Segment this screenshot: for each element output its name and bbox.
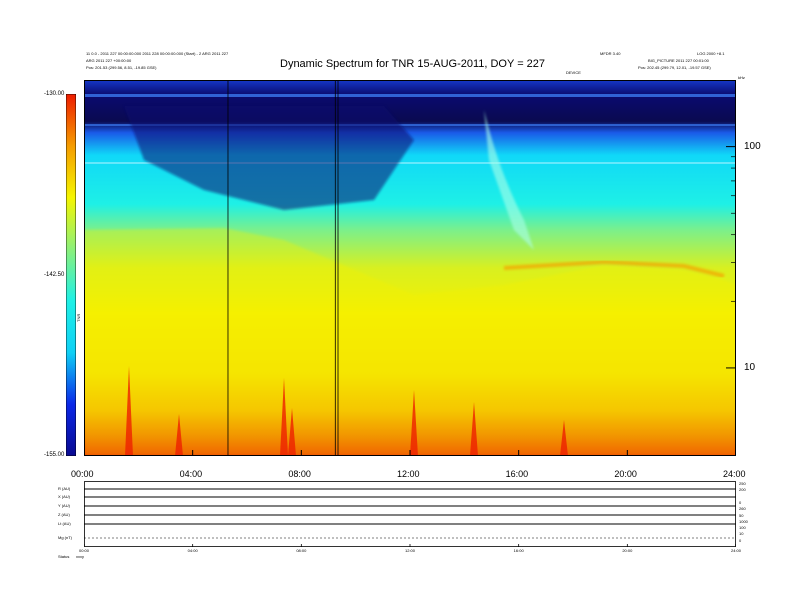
spectrum-spike: [125, 366, 133, 456]
spectrum-band-light: [84, 124, 736, 126]
ephemeris-tick-label: 08:00: [296, 548, 307, 553]
ephemeris-right-label: 200: [739, 487, 746, 493]
ephemeris-tick-label: 20:00: [622, 548, 633, 553]
ephemeris-panel: [84, 481, 736, 547]
spectrum-spike: [175, 414, 183, 456]
chart-title: Dynamic Spectrum for TNR 15-AUG-2011, DO…: [280, 58, 546, 70]
ephemeris-right-label: 1000: [739, 518, 748, 524]
ephemeris-right-label: 100: [739, 525, 746, 531]
spectrum-plasma-line: [503, 259, 725, 278]
ephemeris-tick-label: 16:00: [513, 548, 524, 553]
x-tick-label: 24:00: [723, 469, 746, 479]
ephemeris-tick-label: 04:00: [187, 548, 198, 553]
ephemeris-frame: [84, 481, 736, 547]
ephemeris-right-label: 10: [739, 531, 744, 537]
header-right-b: LOG 2000 +8.1: [697, 51, 725, 56]
x-tick-label: 12:00: [397, 469, 420, 479]
colorbar-label: TNR: [76, 313, 81, 322]
header-right-pos-value: 202.45 (299.79, 12.01, -19.57 GSE): [647, 65, 711, 70]
ephemeris-row-label: Y (AU): [58, 503, 70, 508]
colorbar-tick-mid: -142.50: [44, 272, 65, 278]
x-tick-label: 08:00: [288, 469, 311, 479]
spectrum-band-cyan: [84, 162, 736, 164]
ephemeris-tick-label: 24:00: [731, 548, 742, 553]
header-left-line3: Pos: 201.53 (299.56, 8.51, -19.85 GSE): [86, 65, 157, 70]
ephemeris-right-label: 250: [739, 481, 746, 486]
header-right-line3: Pos: 202.45 (299.79, 12.01, -19.57 GSE): [638, 65, 711, 70]
ephemeris-tick-label: 12:00: [405, 548, 416, 553]
ephemeris-row-label: X (AU): [58, 494, 70, 499]
header-left-pos-value: 201.53 (299.56, 8.51, -19.85 GSE): [95, 65, 157, 70]
corner-unit: kHz: [738, 75, 745, 80]
x-tick-label: 04:00: [179, 469, 203, 479]
spectrum-plot: [84, 80, 736, 456]
spectrum-spike: [470, 402, 478, 456]
mid-marker: DEVICE: [566, 70, 581, 75]
plot-frame: [84, 80, 736, 456]
ephemeris-right-label: 260: [739, 506, 746, 512]
spectrum-band-light: [84, 94, 736, 97]
ephemeris-row-label: Mg (nT): [58, 535, 72, 540]
y-tick-label-10: 10: [744, 361, 756, 373]
colorbar-fill: [66, 94, 76, 456]
spectrum-dark-region: [124, 106, 414, 210]
header-right-pos-label: Pos:: [638, 65, 647, 70]
spectrum-spike: [288, 408, 296, 456]
ephemeris-right-label: 50: [739, 512, 744, 518]
ephemeris-tick-label: 00:00: [79, 548, 90, 553]
spectrum-burst: [484, 110, 534, 250]
ephemeris-row-label: Z (AU): [58, 512, 70, 517]
spectrum-spike: [280, 378, 288, 456]
header-left-line2: ARG 2011 227 +00:00:00: [86, 58, 132, 63]
header-left-line1: 11 0.0 - 2011 227 00:00:00.000 2011 228 …: [86, 51, 229, 56]
colorbar: [66, 94, 76, 456]
status-label: Status: [58, 554, 70, 559]
spectrum-spike: [410, 390, 418, 456]
header-right-line2: BIG_PICTURE 2011 227 00:01:00: [648, 58, 709, 63]
spectrum-plasma-step: [84, 228, 736, 456]
ephemeris-right-label: 0: [739, 499, 742, 505]
x-tick-label: 16:00: [505, 469, 529, 479]
colorbar-tick-top: -130.00: [44, 91, 65, 97]
status-value: xxxy: [76, 554, 84, 559]
x-tick-label: 00:00: [71, 469, 94, 479]
x-tick-label: 20:00: [614, 469, 637, 479]
ephemeris-right-label: 0: [739, 537, 742, 543]
ephemeris-row-label: Lt (AU): [58, 521, 71, 526]
header-right-a: MFDR 3.40: [600, 51, 621, 56]
header-left-pos-label: Pos:: [86, 65, 95, 70]
spectrum-spike: [560, 420, 568, 456]
y-tick-label-100: 100: [744, 140, 761, 152]
ephemeris-row-label: R (AU): [58, 486, 71, 491]
colorbar-tick-bottom: -155.00: [44, 452, 65, 458]
